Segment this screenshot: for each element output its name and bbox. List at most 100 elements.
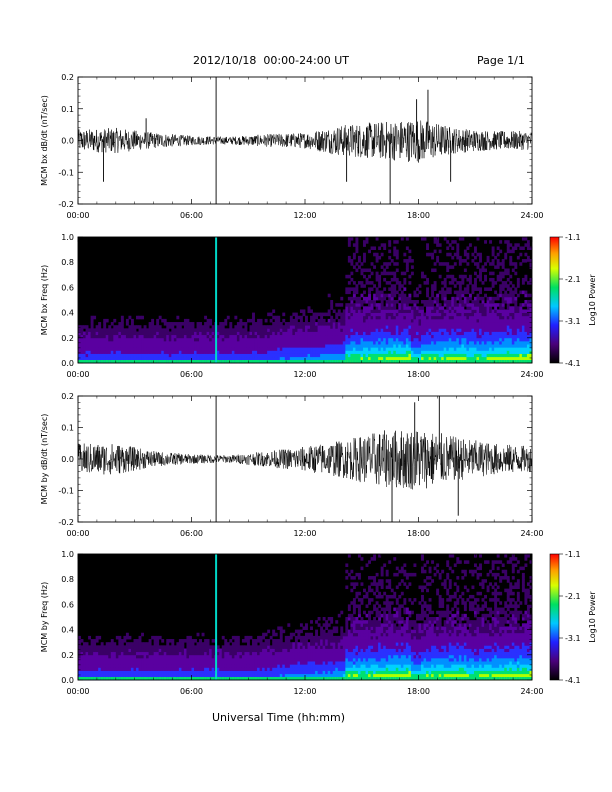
spectrogram-cell: [491, 303, 495, 307]
spectrogram-cell: [496, 340, 500, 345]
spectrogram-cell: [335, 322, 339, 326]
spectrogram-cell: [244, 353, 248, 358]
spectrogram-cell: [171, 322, 175, 326]
spectrogram-cell: [239, 667, 243, 671]
spectrogram-cell: [90, 353, 94, 358]
spectrogram-cell: [443, 328, 447, 332]
spectrogram-cell: [365, 360, 369, 363]
spectrogram-cell: [128, 340, 132, 345]
spectrogram-cell: [125, 328, 129, 332]
spectrogram-cell: [239, 334, 243, 339]
spectrogram-cell: [398, 315, 402, 320]
spectrogram-cell: [506, 268, 510, 273]
spectrogram-cell: [219, 648, 223, 653]
spectrogram-cell: [103, 670, 107, 675]
dbdt-series-line: [77, 430, 533, 490]
spectrogram-cell: [473, 249, 477, 254]
spectrogram-cell: [443, 334, 447, 339]
spectrogram-cell: [259, 340, 263, 345]
spectrogram-cell: [226, 664, 230, 668]
spectrogram-cell: [80, 353, 84, 358]
spectrogram-cell: [211, 657, 215, 662]
spectrogram-cell: [234, 344, 238, 348]
spectrogram-cell: [347, 315, 351, 320]
spectrogram-cell: [521, 360, 525, 363]
spectrogram-cell: [431, 290, 435, 295]
spectrogram-cell: [461, 281, 465, 285]
spectrogram-cell: [368, 337, 371, 342]
spectrogram-cell: [221, 344, 225, 348]
spectrogram-cell: [355, 334, 359, 339]
spectrogram-cell: [98, 328, 102, 332]
spectrogram-cell: [221, 645, 225, 649]
spectrogram-cell: [206, 322, 210, 326]
spectrogram-cell: [451, 296, 455, 301]
spectrogram-cell: [347, 274, 351, 279]
spectrogram-cell: [168, 350, 172, 354]
spectrogram-cell: [209, 673, 213, 678]
spectrogram-cell: [115, 670, 119, 675]
spectrogram-cell: [123, 661, 127, 665]
spectrogram-cell: [441, 312, 445, 317]
spectrogram-cell: [249, 654, 253, 659]
spectrogram-cell: [408, 334, 412, 339]
spectrogram-cell: [496, 315, 500, 320]
spectrogram-cell: [234, 667, 238, 671]
spectrogram-cell: [226, 661, 230, 665]
spectrogram-cell: [456, 255, 460, 260]
spectrogram-cell: [83, 645, 86, 649]
spectrogram-cell: [151, 657, 155, 662]
spectrogram-cell: [234, 315, 238, 320]
spectrogram-cell: [340, 344, 344, 348]
spectrogram-cell: [403, 340, 407, 345]
spectrogram-cell: [138, 360, 142, 363]
spectrogram-cell: [375, 271, 379, 276]
spectrogram-cell: [499, 284, 503, 288]
spectrogram-cell: [186, 356, 190, 361]
spectrogram-cell: [463, 259, 467, 263]
spectrogram-cell: [211, 337, 215, 342]
spectrogram-cell: [211, 331, 215, 336]
spectrogram-cell: [375, 350, 379, 354]
spectrogram-cell: [153, 337, 157, 342]
spectrogram-cell: [125, 337, 129, 342]
spectrogram-cell: [191, 328, 195, 332]
spectrogram-cell: [267, 673, 271, 678]
spectrogram-cell: [310, 337, 313, 342]
spectrogram-cell: [509, 356, 513, 361]
spectrogram-cell: [352, 360, 356, 363]
spectrogram-cell: [398, 347, 402, 351]
spectrogram-cell: [310, 334, 313, 339]
spectrogram-cell: [484, 322, 487, 326]
spectrogram-cell: [231, 661, 235, 665]
spectrogram-cell: [156, 353, 160, 358]
spectrogram-cell: [201, 353, 205, 358]
spectrogram-cell: [365, 344, 369, 348]
spectrogram-cell: [443, 318, 447, 323]
spectrogram-cell: [138, 661, 142, 665]
spectrogram-cell: [246, 654, 250, 659]
spectrogram-cell: [141, 353, 144, 358]
spectrogram-cell: [80, 340, 84, 345]
spectrogram-cell: [428, 306, 432, 310]
spectrogram-cell: [524, 337, 528, 342]
spectrogram-cell: [489, 328, 493, 332]
spectrogram-cell: [350, 287, 354, 291]
spectrogram-cell: [289, 315, 293, 320]
spectrogram-cell: [78, 331, 81, 336]
spectrogram-cell: [388, 328, 392, 332]
spectrogram-cell: [211, 356, 215, 361]
spectrogram-cell: [115, 350, 119, 354]
spectrogram-cell: [292, 331, 296, 336]
spectrogram-cell: [408, 281, 412, 285]
spectrogram-cell: [186, 661, 190, 665]
spectrogram-cell: [347, 322, 351, 326]
spectrogram-cell: [410, 360, 414, 363]
spectrogram-cell: [423, 340, 427, 345]
y-tick-label: 1.0: [61, 233, 74, 242]
spectrogram-cell: [204, 337, 208, 342]
spectrogram-cell: [88, 661, 92, 665]
spectrogram-cell: [93, 344, 97, 348]
spectrogram-cell: [143, 667, 147, 671]
x-tick-label: 24:00: [520, 211, 543, 220]
